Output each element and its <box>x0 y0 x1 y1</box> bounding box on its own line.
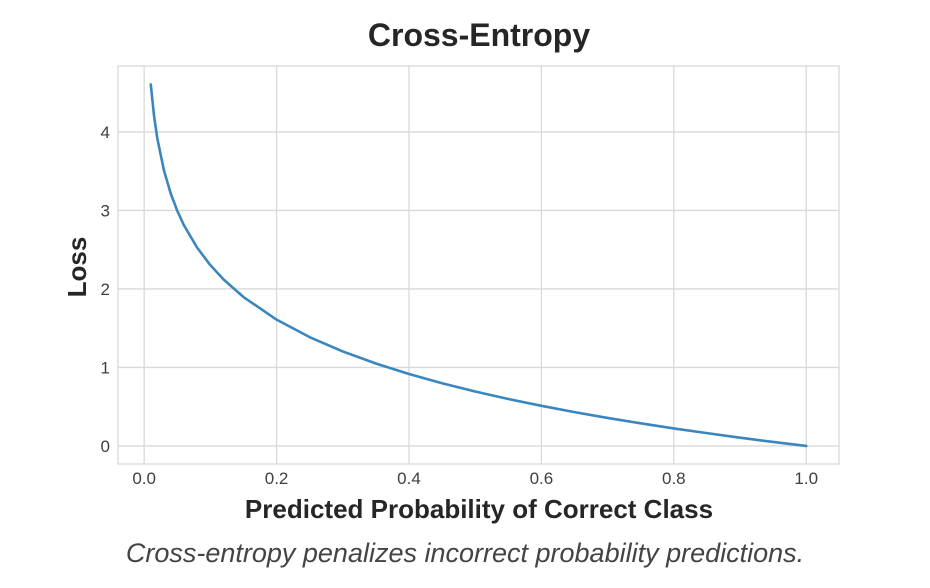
x-tick-label: 0.6 <box>530 469 554 488</box>
x-tick-label: 1.0 <box>794 469 818 488</box>
x-axis-ticks: 0.0 0.2 0.4 0.6 0.8 1.0 <box>132 469 818 488</box>
x-tick-label: 0.2 <box>265 469 289 488</box>
y-axis-label: Loss <box>62 237 92 298</box>
y-tick-label: 0 <box>101 437 110 456</box>
chart-title: Cross-Entropy <box>368 17 590 53</box>
figure-caption: Cross-entropy penalizes incorrect probab… <box>125 538 805 568</box>
loss-curve-line <box>149 83 808 448</box>
series-layer <box>149 83 808 448</box>
y-tick-label: 4 <box>101 123 110 142</box>
x-axis-label: Predicted Probability of Correct Class <box>245 494 713 524</box>
x-tick-label: 0.8 <box>662 469 686 488</box>
y-axis-ticks: 0 1 2 3 4 <box>101 123 110 456</box>
x-tick-label: 0.0 <box>132 469 156 488</box>
y-tick-label: 2 <box>101 280 110 299</box>
grid <box>118 66 839 464</box>
y-tick-label: 1 <box>101 358 110 377</box>
y-tick-label: 3 <box>101 201 110 220</box>
plot-frame <box>117 65 840 465</box>
x-tick-label: 0.4 <box>397 469 421 488</box>
cross-entropy-chart: Cross-Entropy 0.0 0.2 0.4 0.6 0.8 1.0 0 1 2 3 4 P… <box>62 17 840 524</box>
